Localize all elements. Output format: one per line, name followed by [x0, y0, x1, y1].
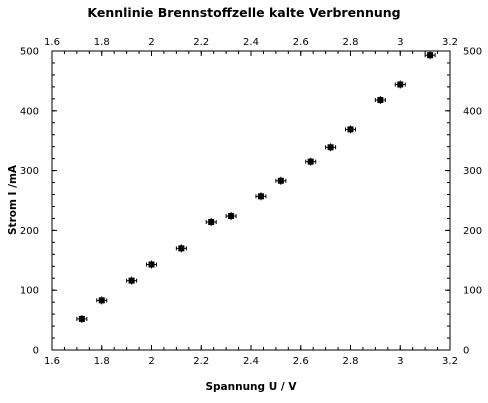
data-point [394, 80, 406, 89]
axis-ticks [51, 50, 451, 351]
data-point-marker [377, 97, 384, 104]
data-point-marker [397, 81, 404, 88]
data-point [96, 296, 108, 305]
data-points [76, 51, 436, 323]
x-tick-label-top: 3.2 [442, 37, 458, 48]
data-point [126, 276, 138, 285]
x-tick-label-top: 2.8 [343, 37, 359, 48]
y-tick-label-left: 100 [20, 286, 39, 297]
x-tick-label-top: 3 [397, 37, 403, 48]
x-tick-label-top: 2 [148, 37, 154, 48]
data-point [76, 314, 88, 323]
data-point-marker [148, 261, 155, 268]
data-point [225, 212, 237, 221]
data-point-marker [78, 315, 85, 322]
x-axis-label: Spannung U / V [205, 381, 297, 393]
y-tick-label-right: 300 [463, 166, 482, 177]
x-tick-label-top: 2.4 [243, 37, 259, 48]
x-tick-label-bottom: 2.2 [193, 356, 209, 367]
data-point [305, 157, 317, 166]
x-tick-label-bottom: 2 [148, 356, 154, 367]
y-tick-label-left: 300 [20, 166, 39, 177]
y-tick-label-left: 0 [33, 346, 39, 357]
x-tick-label-top: 1.6 [44, 37, 60, 48]
data-point-marker [208, 219, 215, 226]
x-tick-label-top: 2.2 [193, 37, 209, 48]
x-tick-label-bottom: 3 [397, 356, 403, 367]
y-tick-label-right: 0 [463, 346, 469, 357]
x-tick-label-bottom: 2.6 [293, 356, 309, 367]
y-tick-label-left: 500 [20, 47, 39, 58]
y-tick-label-right: 400 [463, 106, 482, 117]
data-point-marker [277, 177, 284, 184]
y-tick-label-left: 200 [20, 226, 39, 237]
data-point [374, 96, 386, 105]
x-tick-label-top: 2.6 [293, 37, 309, 48]
data-point [325, 143, 337, 152]
data-point-marker [307, 158, 314, 165]
data-point [175, 244, 187, 253]
data-point-marker [178, 245, 185, 252]
data-point-marker [347, 126, 354, 133]
data-point-marker [228, 213, 235, 220]
x-tick-label-bottom: 1.6 [44, 356, 60, 367]
data-point-marker [257, 193, 264, 200]
data-point [205, 218, 217, 227]
axis-tick-labels: 1.6 1.6 1.8 1.8 2 2 2.2 2.2 2.4 2.4 2.6 2.6 2.8 2.8 3 3… [20, 37, 482, 367]
data-point [275, 176, 287, 185]
y-tick-label-left: 400 [20, 106, 39, 117]
chart-title: Kennlinie Brennstoffzelle kalte Verbrenn… [87, 5, 400, 20]
plot-area-frame [51, 50, 451, 351]
y-tick-label-right: 100 [463, 286, 482, 297]
x-tick-label-top: 1.8 [94, 37, 110, 48]
x-tick-label-bottom: 2.4 [243, 356, 259, 367]
data-point-marker [327, 144, 334, 151]
data-point-marker [128, 277, 135, 284]
data-point [345, 125, 356, 134]
y-tick-label-right: 200 [463, 226, 482, 237]
data-point [146, 260, 157, 269]
x-tick-label-bottom: 2.8 [343, 356, 359, 367]
y-axis-label: Strom I /mA [7, 164, 19, 235]
y-tick-label-right: 500 [463, 47, 482, 58]
data-point-marker [427, 52, 434, 59]
x-tick-label-bottom: 3.2 [442, 356, 458, 367]
data-point [424, 51, 436, 60]
data-point-marker [98, 297, 105, 304]
data-point [255, 192, 267, 201]
x-tick-label-bottom: 1.8 [94, 356, 110, 367]
